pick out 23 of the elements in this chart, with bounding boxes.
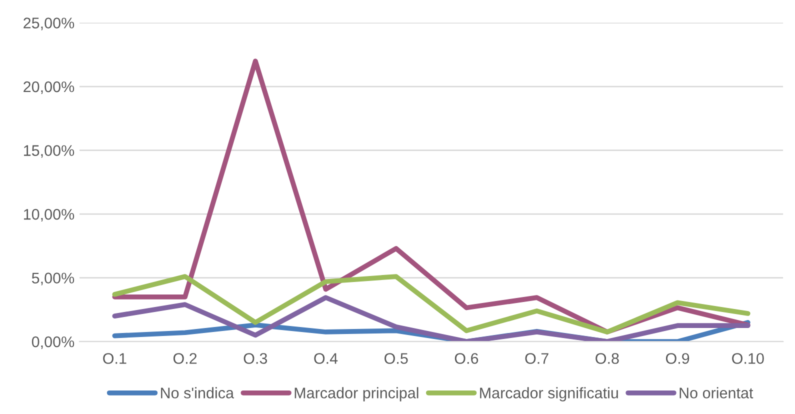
legend-label: Marcador significatiu xyxy=(480,387,618,402)
legend-label: No s'indica xyxy=(161,387,234,398)
x-tick-label: O.5 xyxy=(384,353,408,364)
x-tick-label: O.9 xyxy=(666,353,690,364)
x-tick-label: O.6 xyxy=(454,353,478,364)
x-tick-label: O.2 xyxy=(173,353,197,364)
y-tick-label: 0,00% xyxy=(32,336,74,350)
y-tick-label: 20,00% xyxy=(24,81,74,94)
x-tick-label: O.3 xyxy=(244,353,268,364)
line-series xyxy=(112,295,750,342)
y-tick-label: 10,00% xyxy=(24,208,74,222)
x-tick-label: O.10 xyxy=(732,353,764,364)
legend-label: No orientat xyxy=(680,387,754,398)
y-tick-label: 5,00% xyxy=(32,272,74,286)
x-tick-label: O.1 xyxy=(103,353,126,364)
y-tick-label: 15,00% xyxy=(24,145,74,158)
line-series xyxy=(112,274,750,334)
legend-label: Marcador principal xyxy=(294,387,418,402)
x-tick-label: O.4 xyxy=(314,353,338,364)
y-tick-label: 25,00% xyxy=(24,18,74,30)
x-tick-label: O.7 xyxy=(525,353,548,364)
x-tick-label: O.8 xyxy=(596,353,619,364)
line-series xyxy=(112,58,750,334)
